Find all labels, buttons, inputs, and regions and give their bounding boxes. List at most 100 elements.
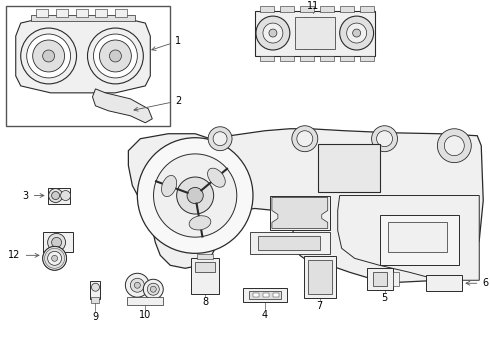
Text: 6: 6 <box>466 278 489 288</box>
Bar <box>300 6 314 12</box>
Bar <box>304 256 336 298</box>
Circle shape <box>292 126 318 152</box>
Circle shape <box>48 233 66 251</box>
Bar <box>263 293 269 297</box>
Polygon shape <box>93 89 152 123</box>
Circle shape <box>43 246 67 270</box>
Text: 3: 3 <box>23 190 44 201</box>
Circle shape <box>21 28 76 84</box>
Bar <box>258 237 320 250</box>
Bar <box>36 9 48 17</box>
Circle shape <box>444 136 465 156</box>
Bar <box>243 288 287 302</box>
Bar <box>250 233 330 254</box>
Bar <box>360 6 373 12</box>
Circle shape <box>92 283 99 291</box>
Circle shape <box>49 189 63 203</box>
Bar <box>270 195 330 230</box>
Circle shape <box>48 251 62 265</box>
Circle shape <box>130 278 145 292</box>
Circle shape <box>33 40 65 72</box>
Bar <box>91 281 100 299</box>
Text: 1: 1 <box>152 36 181 50</box>
Circle shape <box>346 23 367 43</box>
Bar <box>55 9 68 17</box>
Bar <box>48 188 70 203</box>
Ellipse shape <box>208 168 225 187</box>
Circle shape <box>61 190 71 201</box>
Circle shape <box>208 127 232 151</box>
Circle shape <box>187 188 203 204</box>
Circle shape <box>213 132 227 146</box>
Circle shape <box>94 34 137 78</box>
Text: 8: 8 <box>202 297 208 307</box>
Circle shape <box>134 282 140 288</box>
Circle shape <box>371 126 397 152</box>
Text: 7: 7 <box>317 301 323 311</box>
Bar <box>388 222 447 252</box>
Circle shape <box>147 283 159 295</box>
Polygon shape <box>128 129 483 282</box>
Bar <box>195 262 215 272</box>
Circle shape <box>51 237 62 247</box>
Circle shape <box>88 28 144 84</box>
Text: 11: 11 <box>307 1 319 11</box>
Circle shape <box>269 29 277 37</box>
Text: 5: 5 <box>381 293 388 303</box>
Bar <box>197 254 213 259</box>
Ellipse shape <box>162 175 176 197</box>
Polygon shape <box>16 16 150 93</box>
Circle shape <box>153 154 237 237</box>
Circle shape <box>353 29 361 37</box>
Bar <box>249 291 281 299</box>
Bar <box>75 9 88 17</box>
Circle shape <box>177 177 214 214</box>
Bar <box>380 216 459 265</box>
Circle shape <box>256 16 290 50</box>
Circle shape <box>150 286 156 292</box>
Bar <box>92 297 99 303</box>
Bar <box>367 268 392 290</box>
Circle shape <box>43 50 54 62</box>
Text: 10: 10 <box>139 310 151 320</box>
Ellipse shape <box>189 216 211 230</box>
Circle shape <box>263 23 283 43</box>
Bar <box>280 56 294 61</box>
Bar <box>360 56 373 61</box>
Text: 4: 4 <box>262 310 268 320</box>
Circle shape <box>51 255 58 261</box>
Circle shape <box>109 50 122 62</box>
Bar <box>31 15 135 21</box>
Bar <box>116 9 127 17</box>
Bar <box>260 6 274 12</box>
Circle shape <box>125 273 149 297</box>
Bar <box>43 233 73 252</box>
Bar <box>426 275 462 291</box>
Bar <box>273 293 279 297</box>
Circle shape <box>438 129 471 163</box>
Bar <box>300 56 314 61</box>
Text: 12: 12 <box>8 250 39 260</box>
Bar <box>320 56 334 61</box>
Polygon shape <box>155 159 188 230</box>
Bar <box>127 297 163 305</box>
Bar <box>295 17 335 49</box>
Circle shape <box>340 16 373 50</box>
Bar <box>392 272 398 286</box>
Circle shape <box>144 279 163 299</box>
Bar <box>340 6 354 12</box>
Bar <box>255 11 374 56</box>
Polygon shape <box>272 198 328 229</box>
Bar <box>318 144 380 192</box>
Bar <box>6 6 170 126</box>
Circle shape <box>51 192 60 199</box>
Bar <box>253 293 259 297</box>
Circle shape <box>137 138 253 253</box>
Circle shape <box>26 34 71 78</box>
Text: 9: 9 <box>93 312 98 322</box>
Bar <box>280 6 294 12</box>
Circle shape <box>99 40 131 72</box>
Bar <box>260 56 274 61</box>
Bar <box>340 56 354 61</box>
Bar <box>320 6 334 12</box>
